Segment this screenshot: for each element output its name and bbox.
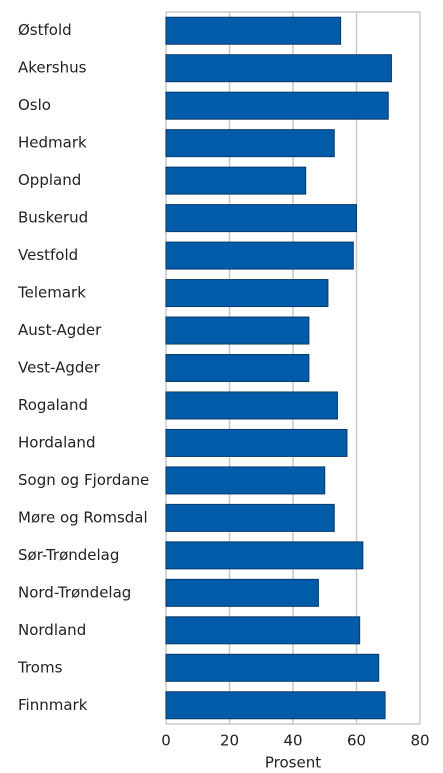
x-tick-label: 80 <box>410 732 429 750</box>
y-tick-label: Telemark <box>17 284 86 302</box>
bar <box>165 129 335 158</box>
y-tick-label: Hordaland <box>18 433 95 451</box>
y-tick-label: Hedmark <box>18 134 87 152</box>
y-tick-label: Møre og Romsdal <box>18 508 148 526</box>
y-tick-label: Oslo <box>18 96 51 114</box>
y-tick-label: Sør-Trøndelag <box>18 546 119 564</box>
y-tick-label: Nord-Trøndelag <box>18 583 131 601</box>
y-tick-label: Vest-Agder <box>18 359 101 377</box>
y-tick-label: Troms <box>17 658 63 676</box>
bar <box>165 279 329 308</box>
y-tick-label: Oppland <box>18 171 81 189</box>
bar <box>165 428 348 457</box>
bar <box>165 354 310 382</box>
x-tick-label: 60 <box>347 732 366 750</box>
bar <box>165 241 354 270</box>
y-tick-label: Vestfold <box>18 246 78 264</box>
bar <box>165 54 392 83</box>
y-tick-label: Nordland <box>18 621 86 639</box>
x-tick-label: 40 <box>283 732 302 750</box>
bar <box>165 466 326 495</box>
bar <box>165 616 361 645</box>
bar <box>165 541 364 570</box>
bar <box>165 16 342 45</box>
bar <box>165 578 319 607</box>
y-tick-label: Sogn og Fjordane <box>18 471 149 489</box>
bar <box>165 166 307 195</box>
y-tick-label: Buskerud <box>18 209 88 227</box>
y-tick-label: Akershus <box>18 59 87 77</box>
y-tick-label: Østfold <box>18 21 72 39</box>
bar <box>165 691 386 720</box>
y-tick-label: Finnmark <box>18 696 88 714</box>
bar <box>165 316 310 345</box>
y-tick-label: Rogaland <box>18 396 88 414</box>
x-tick-label: 0 <box>161 732 171 750</box>
bar <box>165 653 380 682</box>
bar <box>165 204 357 233</box>
bar <box>165 503 335 532</box>
x-axis-label: Prosent <box>265 754 321 772</box>
bar <box>165 391 338 420</box>
y-tick-label: Aust-Agder <box>18 321 102 339</box>
x-tick-label: 20 <box>220 732 239 750</box>
bar <box>165 91 389 120</box>
